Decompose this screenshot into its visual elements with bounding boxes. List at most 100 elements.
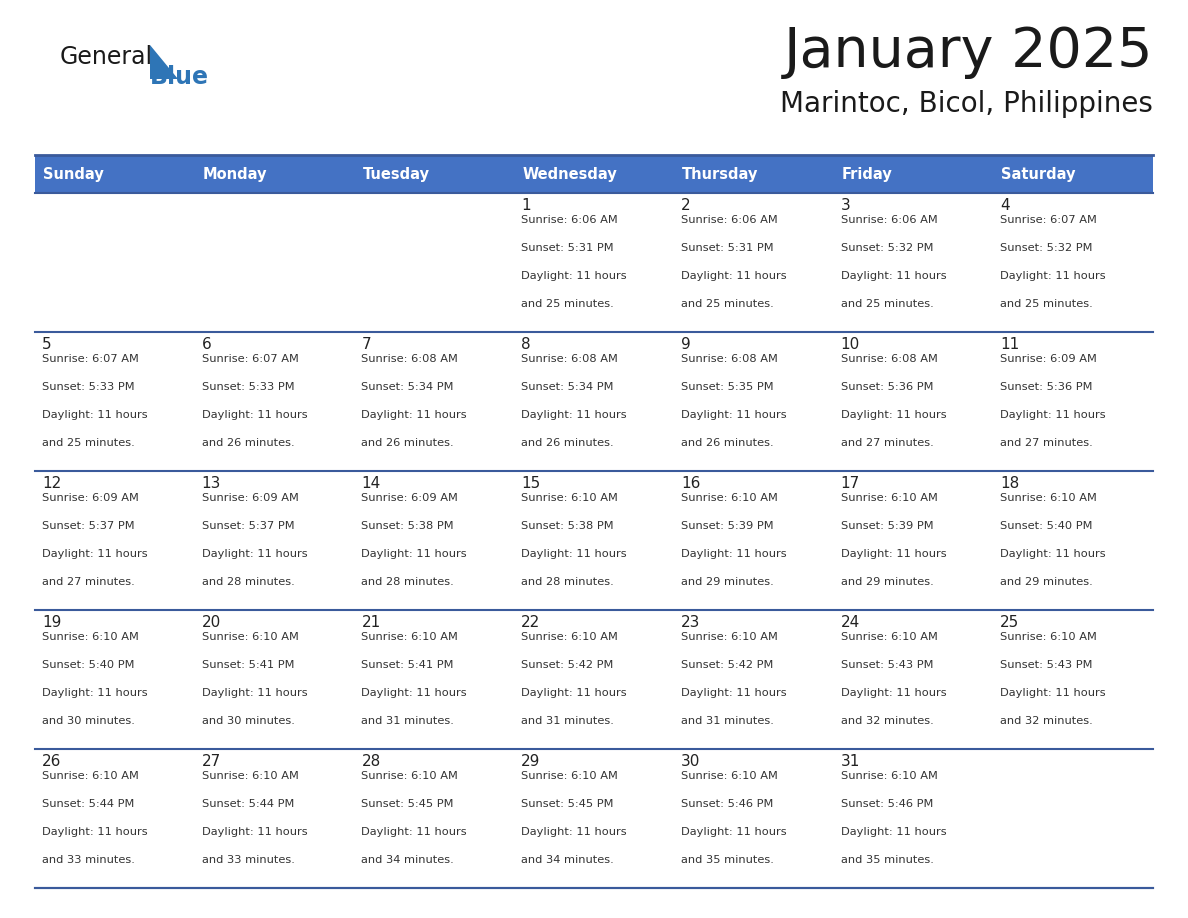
Text: Sunrise: 6:08 AM: Sunrise: 6:08 AM [522, 354, 618, 364]
Text: Sunset: 5:39 PM: Sunset: 5:39 PM [681, 521, 773, 531]
Bar [34, 193, 1154, 332]
Text: Daylight: 11 hours: Daylight: 11 hours [42, 688, 147, 698]
Text: Daylight: 11 hours: Daylight: 11 hours [522, 549, 627, 559]
Text: 26: 26 [42, 754, 62, 769]
Text: Daylight: 11 hours: Daylight: 11 hours [681, 549, 786, 559]
Text: and 28 minutes.: and 28 minutes. [522, 577, 614, 587]
Text: Daylight: 11 hours: Daylight: 11 hours [841, 688, 946, 698]
Text: and 25 minutes.: and 25 minutes. [522, 298, 614, 308]
Text: Sunrise: 6:10 AM: Sunrise: 6:10 AM [522, 771, 618, 781]
Text: Wednesday: Wednesday [523, 166, 617, 182]
Text: 19: 19 [42, 615, 62, 630]
Text: Sunrise: 6:10 AM: Sunrise: 6:10 AM [42, 771, 139, 781]
Text: 27: 27 [202, 754, 221, 769]
Text: Sunrise: 6:06 AM: Sunrise: 6:06 AM [841, 215, 937, 225]
Text: Daylight: 11 hours: Daylight: 11 hours [522, 827, 627, 836]
Text: Sunrise: 6:10 AM: Sunrise: 6:10 AM [841, 771, 937, 781]
Text: and 33 minutes.: and 33 minutes. [42, 855, 135, 865]
Text: Friday: Friday [841, 166, 892, 182]
Text: 23: 23 [681, 615, 700, 630]
Text: 7: 7 [361, 337, 371, 352]
Text: 11: 11 [1000, 337, 1019, 352]
Text: 8: 8 [522, 337, 531, 352]
Text: Daylight: 11 hours: Daylight: 11 hours [1000, 688, 1106, 698]
Text: Sunset: 5:36 PM: Sunset: 5:36 PM [1000, 382, 1093, 392]
Text: Sunrise: 6:09 AM: Sunrise: 6:09 AM [42, 493, 139, 503]
Polygon shape [150, 45, 178, 79]
Text: 28: 28 [361, 754, 380, 769]
Text: Sunrise: 6:10 AM: Sunrise: 6:10 AM [841, 632, 937, 642]
Text: Daylight: 11 hours: Daylight: 11 hours [42, 409, 147, 420]
Text: Daylight: 11 hours: Daylight: 11 hours [841, 549, 946, 559]
Text: and 25 minutes.: and 25 minutes. [42, 438, 134, 448]
Text: Sunset: 5:38 PM: Sunset: 5:38 PM [522, 521, 614, 531]
Text: Sunset: 5:39 PM: Sunset: 5:39 PM [841, 521, 934, 531]
Text: Sunset: 5:31 PM: Sunset: 5:31 PM [522, 243, 614, 252]
Text: Sunrise: 6:07 AM: Sunrise: 6:07 AM [202, 354, 298, 364]
Text: Sunrise: 6:07 AM: Sunrise: 6:07 AM [42, 354, 139, 364]
Text: and 28 minutes.: and 28 minutes. [202, 577, 295, 587]
Text: Daylight: 11 hours: Daylight: 11 hours [841, 271, 946, 281]
Text: and 30 minutes.: and 30 minutes. [42, 715, 135, 725]
Text: 15: 15 [522, 476, 541, 491]
Text: 22: 22 [522, 615, 541, 630]
Text: Daylight: 11 hours: Daylight: 11 hours [681, 827, 786, 836]
Text: Daylight: 11 hours: Daylight: 11 hours [1000, 549, 1106, 559]
Bar [34, 471, 1154, 610]
Text: and 31 minutes.: and 31 minutes. [681, 715, 773, 725]
Text: Daylight: 11 hours: Daylight: 11 hours [202, 549, 308, 559]
Text: Sunset: 5:31 PM: Sunset: 5:31 PM [681, 243, 773, 252]
Text: Daylight: 11 hours: Daylight: 11 hours [522, 688, 627, 698]
Text: 25: 25 [1000, 615, 1019, 630]
Text: and 28 minutes.: and 28 minutes. [361, 577, 454, 587]
Text: 10: 10 [841, 337, 860, 352]
Text: Sunset: 5:37 PM: Sunset: 5:37 PM [42, 521, 134, 531]
Text: General: General [61, 45, 153, 69]
Text: Sunrise: 6:09 AM: Sunrise: 6:09 AM [1000, 354, 1098, 364]
Text: Sunset: 5:41 PM: Sunset: 5:41 PM [361, 660, 454, 670]
Text: Sunrise: 6:10 AM: Sunrise: 6:10 AM [681, 771, 778, 781]
Text: Sunrise: 6:08 AM: Sunrise: 6:08 AM [681, 354, 778, 364]
Text: Thursday: Thursday [682, 166, 758, 182]
Text: Sunrise: 6:09 AM: Sunrise: 6:09 AM [361, 493, 459, 503]
Text: 20: 20 [202, 615, 221, 630]
Text: Marintoc, Bicol, Philippines: Marintoc, Bicol, Philippines [781, 90, 1154, 118]
Text: Daylight: 11 hours: Daylight: 11 hours [202, 827, 308, 836]
Text: Sunset: 5:45 PM: Sunset: 5:45 PM [361, 799, 454, 809]
Text: 3: 3 [841, 198, 851, 213]
Text: Daylight: 11 hours: Daylight: 11 hours [681, 271, 786, 281]
Text: 1: 1 [522, 198, 531, 213]
Text: and 30 minutes.: and 30 minutes. [202, 715, 295, 725]
Text: Sunrise: 6:06 AM: Sunrise: 6:06 AM [522, 215, 618, 225]
Text: Sunrise: 6:08 AM: Sunrise: 6:08 AM [841, 354, 937, 364]
Text: 14: 14 [361, 476, 380, 491]
Text: and 25 minutes.: and 25 minutes. [1000, 298, 1093, 308]
Text: and 27 minutes.: and 27 minutes. [42, 577, 134, 587]
Text: Daylight: 11 hours: Daylight: 11 hours [361, 827, 467, 836]
Text: Sunset: 5:43 PM: Sunset: 5:43 PM [841, 660, 933, 670]
Text: Sunset: 5:33 PM: Sunset: 5:33 PM [202, 382, 295, 392]
Text: 30: 30 [681, 754, 700, 769]
Text: Sunrise: 6:10 AM: Sunrise: 6:10 AM [681, 493, 778, 503]
Text: Saturday: Saturday [1001, 166, 1076, 182]
Text: Sunset: 5:44 PM: Sunset: 5:44 PM [202, 799, 295, 809]
Text: Daylight: 11 hours: Daylight: 11 hours [42, 549, 147, 559]
Text: Daylight: 11 hours: Daylight: 11 hours [202, 688, 308, 698]
Text: and 32 minutes.: and 32 minutes. [1000, 715, 1093, 725]
Text: Sunset: 5:33 PM: Sunset: 5:33 PM [42, 382, 134, 392]
Text: 13: 13 [202, 476, 221, 491]
Text: Daylight: 11 hours: Daylight: 11 hours [841, 409, 946, 420]
Text: Sunset: 5:35 PM: Sunset: 5:35 PM [681, 382, 773, 392]
Text: 31: 31 [841, 754, 860, 769]
Text: 24: 24 [841, 615, 860, 630]
Text: Daylight: 11 hours: Daylight: 11 hours [522, 409, 627, 420]
Text: Sunset: 5:41 PM: Sunset: 5:41 PM [202, 660, 295, 670]
Text: Monday: Monday [203, 166, 267, 182]
Text: January 2025: January 2025 [784, 25, 1154, 79]
Text: Sunrise: 6:10 AM: Sunrise: 6:10 AM [522, 493, 618, 503]
Text: and 26 minutes.: and 26 minutes. [681, 438, 773, 448]
Text: Sunrise: 6:10 AM: Sunrise: 6:10 AM [681, 632, 778, 642]
Text: Daylight: 11 hours: Daylight: 11 hours [361, 549, 467, 559]
Text: and 27 minutes.: and 27 minutes. [841, 438, 934, 448]
Text: and 34 minutes.: and 34 minutes. [361, 855, 454, 865]
